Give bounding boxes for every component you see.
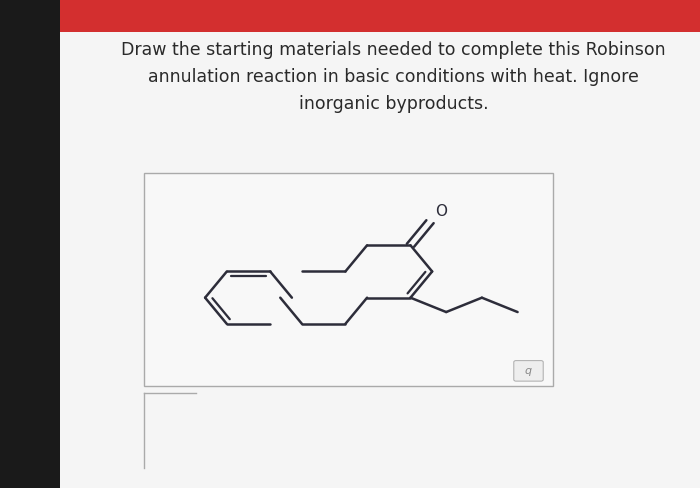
Text: annulation reaction in basic conditions with heat. Ignore: annulation reaction in basic conditions … (148, 68, 639, 86)
Text: O: O (435, 204, 447, 219)
Text: inorganic byproducts.: inorganic byproducts. (299, 95, 489, 113)
FancyBboxPatch shape (144, 173, 553, 386)
Text: q: q (525, 366, 532, 376)
Text: Draw the starting materials needed to complete this Robinson: Draw the starting materials needed to co… (121, 41, 666, 60)
Bar (0, 0, 60, 488)
Bar (60, 0, 700, 32)
FancyBboxPatch shape (514, 361, 543, 381)
